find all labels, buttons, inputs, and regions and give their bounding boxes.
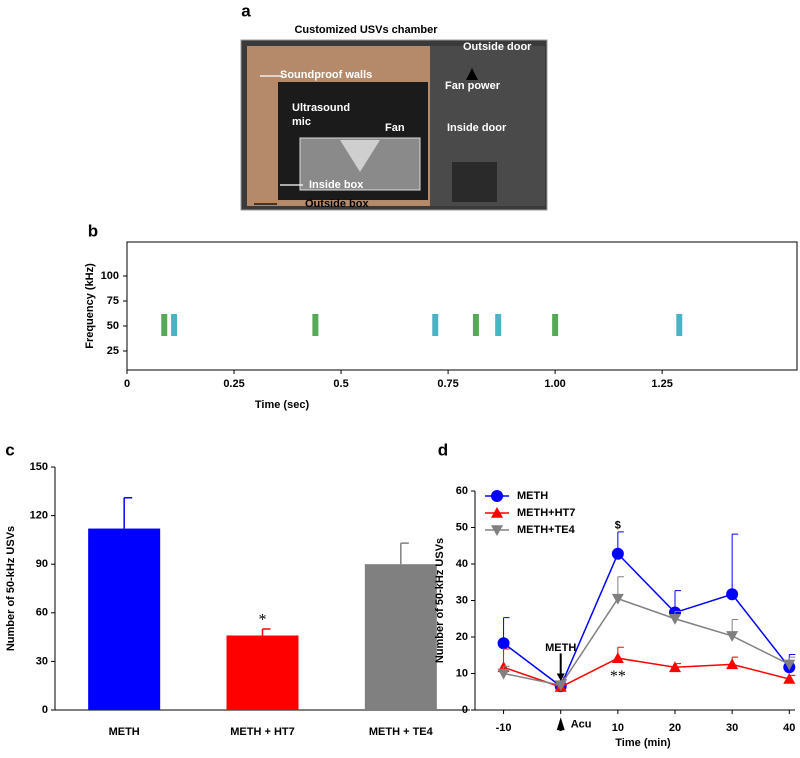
arrowhead (556, 673, 565, 681)
x-axis-label: Time (sec) (255, 399, 310, 411)
y-tick-label: 0 (42, 704, 48, 716)
x-tick-label: 20 (669, 722, 681, 734)
photo-label: Ultrasound (292, 102, 350, 114)
bar (364, 564, 437, 710)
call-burst (676, 314, 683, 336)
photo-label: Outside box (305, 198, 369, 210)
error-bar (261, 628, 271, 636)
x-tick-label: -10 (496, 722, 512, 734)
x-tick-label: METH + TE4 (369, 726, 434, 738)
legend-label: METH (517, 490, 548, 502)
x-tick-label: 0 (124, 378, 130, 390)
y-tick-label: 40 (456, 558, 468, 570)
marker (554, 680, 567, 692)
photo-label: Outside door (463, 41, 532, 53)
bar (226, 635, 299, 710)
panel-label: c (5, 440, 14, 459)
marker (611, 547, 624, 560)
y-tick-label: 30 (36, 655, 48, 667)
y-tick-label: 50 (456, 521, 468, 533)
marker (669, 613, 681, 625)
marker (611, 652, 624, 663)
y-tick-label: 90 (36, 558, 48, 570)
x-tick-label: 0.75 (437, 378, 458, 390)
y-tick-label: 120 (30, 510, 48, 522)
x-axis-label: Time (min) (615, 737, 671, 749)
marker (783, 659, 796, 671)
marker (726, 631, 739, 642)
x-tick-label: 1.25 (651, 378, 672, 390)
series-line (503, 552, 790, 688)
fan (340, 140, 380, 172)
y-tick-label: 30 (456, 594, 468, 606)
x-tick-label: METH (109, 726, 140, 738)
annotation: METH (545, 642, 576, 654)
y-tick-label: 50 (107, 320, 119, 332)
x-tick-label: 10 (612, 722, 624, 734)
panel-label: a (241, 1, 251, 20)
x-tick-label: 0.25 (223, 378, 244, 390)
y-tick-label: 25 (107, 345, 119, 357)
marker (669, 661, 681, 673)
y-tick-label: 75 (107, 295, 119, 307)
y-tick-label: 10 (456, 667, 468, 679)
call-burst (552, 314, 559, 336)
error-bar (123, 497, 133, 529)
annotation: Acu (571, 719, 592, 731)
y-tick-label: 150 (30, 461, 48, 473)
marker (726, 658, 739, 670)
legend-marker (491, 490, 503, 502)
series-line (503, 597, 790, 687)
call-burst (312, 314, 319, 336)
plot-frame (126, 241, 798, 371)
legend-label: METH+HT7 (517, 507, 575, 519)
y-axis-label: Number of 50-kHz USVs (434, 538, 446, 663)
photo-label: mic (292, 116, 311, 128)
y-axis-label: Frequency (kHz) (84, 263, 96, 349)
call-burst (171, 314, 178, 336)
x-tick-label: 30 (726, 722, 738, 734)
error-bar (400, 542, 409, 565)
photo-label: Fan power (445, 80, 501, 92)
call-burst (495, 314, 502, 336)
call-burst (432, 314, 439, 336)
marker (726, 588, 739, 601)
y-tick-label: 20 (456, 631, 468, 643)
error-bar (731, 533, 739, 595)
legend-label: METH+TE4 (517, 524, 576, 536)
x-tick-label: 1.00 (544, 378, 565, 390)
panel-label: b (88, 221, 98, 240)
y-axis-label: Number of 50-kHz USVs (5, 526, 17, 651)
annotation: ** (610, 668, 626, 685)
x-tick-label: METH + HT7 (230, 726, 294, 738)
annotation: $ (615, 520, 621, 532)
photo-label: Inside door (447, 122, 507, 134)
y-tick-label: 100 (101, 270, 119, 282)
call-burst (161, 314, 168, 336)
y-tick-label: 0 (462, 704, 468, 716)
arrowhead (466, 68, 478, 80)
panel-title: Customized USVs chamber (294, 24, 438, 36)
foam (452, 162, 497, 202)
photo-label: Fan (385, 122, 405, 134)
significance: * (259, 612, 267, 629)
x-tick-label: 0.5 (333, 378, 348, 390)
x-tick-label: 40 (783, 722, 795, 734)
y-tick-label: 60 (36, 607, 48, 619)
legend-marker (491, 507, 503, 518)
bar (88, 528, 161, 710)
marker (783, 672, 796, 684)
call-burst (472, 314, 479, 336)
arrowhead (556, 717, 565, 731)
y-tick-label: 60 (456, 485, 468, 497)
photo-label: Soundproof walls (280, 69, 372, 81)
legend-marker (491, 525, 503, 536)
photo-label: Inside box (309, 179, 364, 191)
marker (497, 637, 510, 650)
marker (497, 668, 510, 680)
marker (611, 593, 624, 605)
panel-label: d (438, 440, 448, 459)
